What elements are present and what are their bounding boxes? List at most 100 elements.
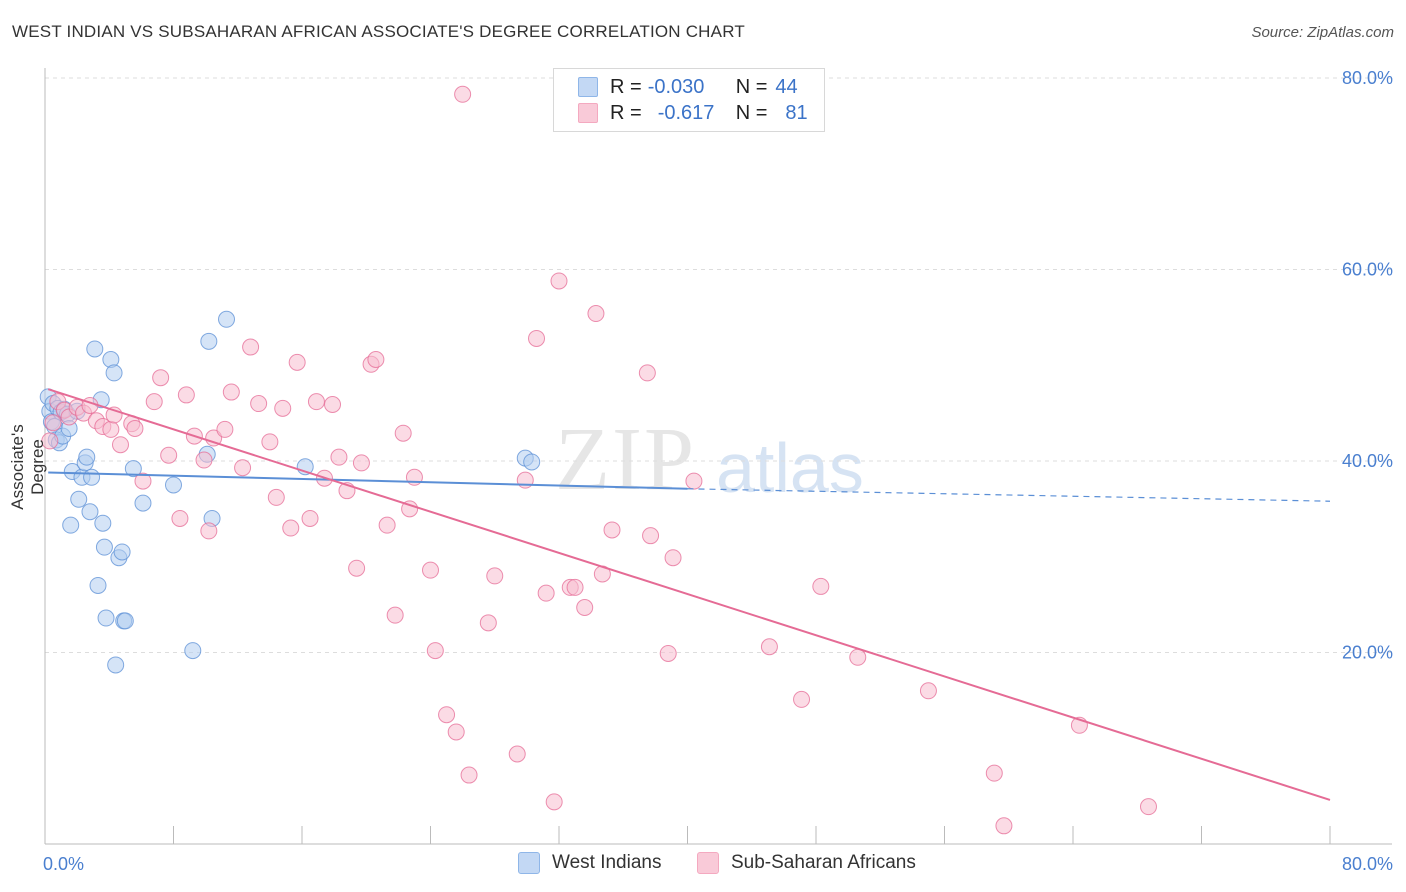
sub-saharan-point (222, 383, 240, 401)
source-note: Source: ZipAtlas.com (1251, 24, 1394, 41)
y-tick-label: 40.0% (1342, 451, 1393, 471)
bottom-legend-swatch-blue (518, 852, 540, 874)
sub-saharan-point (812, 577, 830, 595)
legend-r-value: -0.030 (647, 75, 705, 98)
sub-saharan-point (242, 338, 260, 356)
west-indians-point (78, 448, 96, 466)
sub-saharan-point (995, 817, 1013, 835)
sub-saharan-point (216, 420, 234, 438)
sub-saharan-point (282, 519, 300, 537)
west-indians-point (124, 460, 142, 478)
sub-saharan-point (267, 488, 285, 506)
sub-saharan-point (454, 85, 472, 103)
sub-saharan-point (152, 369, 170, 387)
sub-saharan-point (919, 682, 937, 700)
sub-saharan-point (261, 433, 279, 451)
legend-n-value: 81 (785, 101, 808, 124)
sub-saharan-point (685, 472, 703, 490)
y-tick-label: 60.0% (1342, 260, 1393, 280)
sub-saharan-point (177, 386, 195, 404)
sub-saharan-point (664, 549, 682, 567)
legend-swatch-pink (578, 103, 598, 123)
sub-saharan-point (401, 500, 419, 518)
sub-saharan-point (111, 436, 129, 454)
west-indians-point (165, 476, 182, 494)
sub-saharan-point (41, 432, 59, 450)
sub-saharan-point (603, 521, 621, 539)
west-indians-point (107, 656, 125, 674)
sub-saharan-point (301, 509, 319, 527)
sub-saharan-point (486, 567, 504, 585)
y-tick-label: 20.0% (1342, 643, 1393, 663)
legend-n-value: 44 (775, 75, 798, 98)
bottom-legend-west-indians: West Indians (518, 852, 661, 874)
chart-title: WEST INDIAN VS SUBSAHARAN AFRICAN ASSOCI… (12, 22, 745, 41)
sub-saharan-point (274, 399, 292, 417)
sub-saharan-point (367, 351, 385, 369)
west-indians-point (62, 516, 80, 534)
west-indians-point (83, 468, 101, 486)
sub-saharan-point (793, 690, 811, 708)
sub-saharan-point (422, 561, 439, 579)
sub-saharan-point (460, 766, 478, 784)
legend-n-label: N = (735, 75, 768, 98)
bottom-legend-sub-saharan: Sub-Saharan Africans (697, 852, 916, 874)
sub-saharan-point (145, 393, 163, 411)
bottom-legend-label-west-indians: West Indians (552, 852, 662, 873)
west-indians-point (95, 538, 113, 556)
sub-saharan-point (348, 559, 366, 577)
west-indians-point (97, 609, 115, 627)
sub-saharan-point (134, 472, 152, 490)
sub-saharan-point (849, 648, 867, 666)
y-tick-label: 80.0% (1342, 68, 1393, 88)
legend-row-sub-saharan: R = -0.617 N = 81 (578, 101, 808, 125)
sub-saharan-point (330, 448, 348, 466)
sub-saharan-point (307, 393, 325, 411)
sub-saharan-point (508, 745, 526, 763)
west-indians-point (523, 453, 541, 471)
legend-row-west-indians: R = -0.030 N = 44 (578, 75, 798, 99)
west-indians-point (81, 503, 99, 521)
sub-saharan-point (642, 527, 660, 545)
sub-saharan-point (528, 329, 546, 347)
sub-saharan-point (44, 414, 62, 432)
sub-saharan-point (587, 305, 605, 323)
west-indians-point (134, 494, 152, 512)
sub-saharan-point (479, 614, 497, 632)
west-indians-point (184, 642, 202, 660)
sub-saharan-point (195, 451, 213, 469)
sub-saharan-point (200, 522, 218, 540)
sub-saharan-point (386, 606, 404, 624)
x-tick-label-min: 0.0% (43, 854, 84, 874)
sub-saharan-point (566, 578, 584, 596)
sub-saharan-point (394, 424, 412, 442)
sub-saharan-point (537, 584, 555, 602)
sub-saharan-point (160, 446, 178, 464)
west-indians-point (116, 612, 134, 630)
sub-saharan-point (352, 454, 370, 472)
legend-r-value: -0.617 (657, 101, 715, 124)
west-indians-trendline (48, 471, 688, 490)
west-indians-point (113, 543, 131, 561)
sub-saharan-point (288, 353, 306, 371)
watermark-atlas: atlas (716, 429, 864, 507)
west-indians-point (70, 490, 88, 508)
west-indians-point (94, 514, 112, 532)
legend-r-label: R = (610, 101, 642, 124)
legend-r-label: R = (610, 75, 642, 98)
sub-saharan-point (550, 272, 568, 290)
sub-saharan-point (205, 429, 223, 447)
sub-saharan-point (250, 395, 268, 413)
sub-saharan-point (171, 509, 189, 527)
bottom-legend-label-sub-saharan: Sub-Saharan Africans (731, 852, 916, 873)
west-indians-point (200, 332, 218, 350)
sub-saharan-point (576, 598, 594, 616)
legend-n-label: N = (735, 101, 768, 124)
sub-saharan-point (985, 764, 1003, 782)
sub-saharan-point (545, 793, 563, 811)
sub-saharan-point (638, 364, 656, 382)
sub-saharan-point (760, 638, 778, 656)
sub-saharan-point (447, 723, 465, 741)
sub-saharan-point (1139, 798, 1157, 816)
